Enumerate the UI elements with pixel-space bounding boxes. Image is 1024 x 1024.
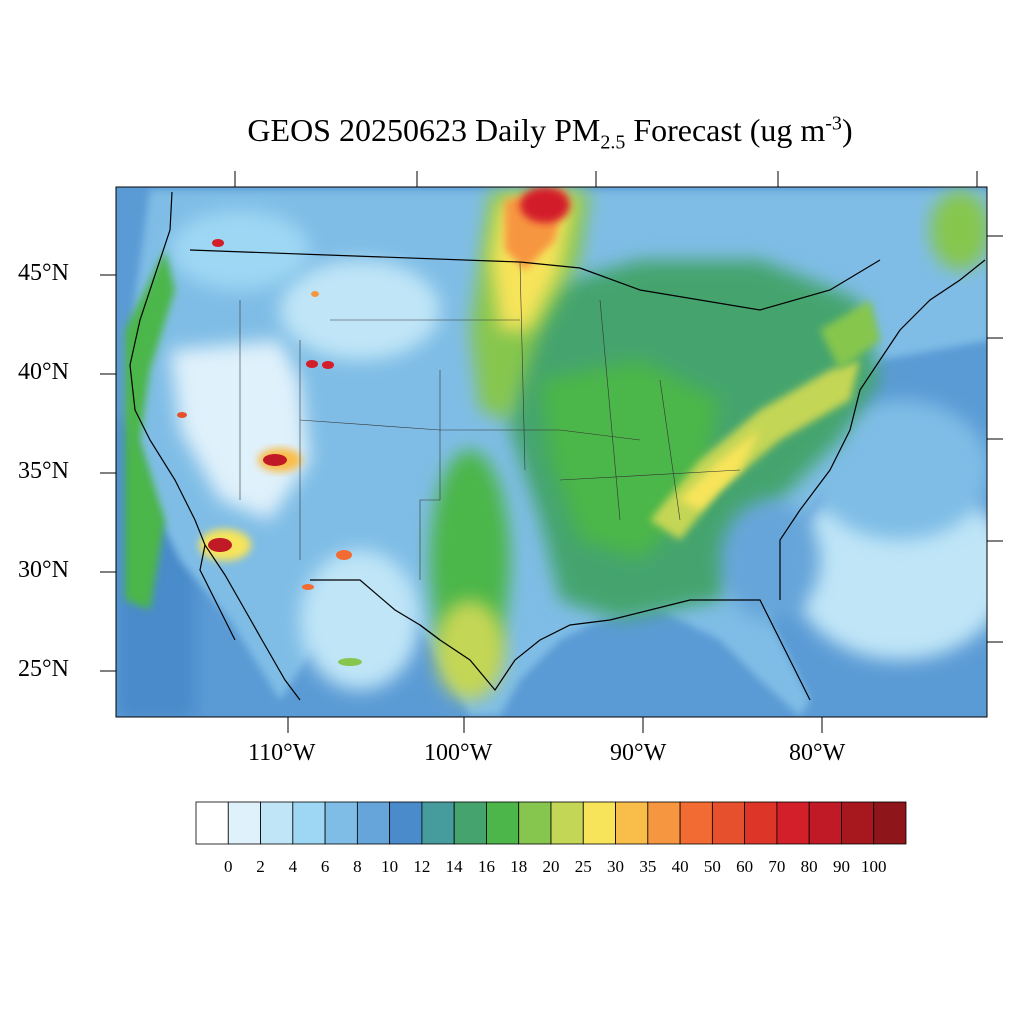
colorbar-label-6: 6 [320,857,330,876]
colorbar-label-35: 35 [639,857,657,876]
colorbar-label-14: 14 [445,857,463,876]
colorbar-label-90: 90 [832,857,850,876]
colorbar-label-80: 80 [800,857,818,876]
colorbar-label-18: 18 [510,857,528,876]
colorbar-swatch-12 [582,801,616,845]
smoke-plume-core [520,187,570,223]
colorbar-swatch-21 [873,801,907,845]
colorbar-swatch-6 [389,801,423,845]
atlantic-mid-area [810,400,987,540]
lat-label-35: 35°N [18,458,69,484]
northeast-band [820,300,880,370]
lon-label-80: 80°W [789,740,846,766]
hotspot-arizona-core [263,454,287,466]
state-line-e [299,419,641,441]
colorbar-label-40: 40 [671,857,689,876]
colorbar-label-20: 20 [542,857,560,876]
hotspot-idaho [311,291,319,297]
colorbar-label-0: 0 [224,857,233,876]
state-line-a [519,261,526,471]
hotspot-baja-core [208,538,232,552]
colorbar-swatch-10 [518,801,552,845]
pacific-northwest-area [170,210,310,290]
canada-border-east [579,259,881,311]
hotspot-washington [212,239,224,247]
hotspot-chihuahua [336,550,352,560]
coastlines [129,191,986,701]
atlantic-coastline [779,259,986,600]
northern-rockies-area [280,260,440,360]
colorbar-swatch-3 [292,801,326,845]
colorbar-label-25: 25 [574,857,592,876]
map-title: GEOS 20250623 Daily PM2.5 Forecast (ug m… [0,112,1024,154]
colorbar [195,801,907,845]
west-coast-band [125,250,175,610]
colorbar-swatch-13 [615,801,649,845]
pacific-coastline [129,191,301,701]
title-suffix: ) [841,112,853,148]
colorbar-label-8: 8 [353,857,362,876]
hotspot-utah-b [322,361,334,369]
map-frame [115,186,988,718]
mexico-border [310,579,441,641]
colorbar-label-60: 60 [736,857,754,876]
hotspot-sonora [302,584,314,590]
colorbar-swatch-7 [421,801,455,845]
maritime-area [930,190,987,270]
hotspot-nevada [177,412,187,418]
colorbar-swatch-17 [744,801,778,845]
colorbar-swatch-0 [195,801,229,845]
fire-hotspots [177,239,362,666]
title-middle: Forecast (ug m [625,112,826,148]
map-field [116,187,987,717]
gulf-coastline [419,599,811,701]
colorbar-swatch-4 [324,801,358,845]
colorbar-swatch-1 [227,801,261,845]
tick-marks [100,171,1003,733]
colorbar-label-50: 50 [703,857,721,876]
mexico-plateau-area [300,550,420,690]
state-line-g [599,299,621,521]
hotspot-mexico-south [338,658,362,666]
state-borders [239,261,741,580]
colorbar-swatch-8 [453,801,487,845]
colorbar-swatch-19 [808,801,842,845]
colorbar-label-70: 70 [768,857,786,876]
lat-label-45: 45°N [18,260,69,286]
colorbar-swatch-20 [841,801,875,845]
lat-label-30: 30°N [18,557,69,583]
colorbar-swatch-5 [356,801,391,845]
colorbar-swatch-9 [486,801,520,845]
southeast-area [720,500,820,620]
colorbar-label-12: 12 [413,857,431,876]
colorbar-swatch-11 [550,801,584,845]
hotspot-utah-a [306,360,318,368]
colorbar-label-100: 100 [860,857,887,876]
state-line-h [659,379,681,521]
colorbar-swatch-2 [260,801,294,845]
colorbar-swatch-16 [711,801,746,845]
lon-label-110: 110°W [248,740,316,766]
south-texas-area [435,600,505,700]
title-superscript: -3 [825,112,842,135]
title-subscript: 2.5 [600,131,626,154]
appalachian-core [680,430,760,510]
lon-label-100: 100°W [424,740,493,766]
colorbar-swatch-14 [647,801,681,845]
colorbar-label-30: 30 [607,857,625,876]
colorbar-label-16: 16 [477,857,495,876]
title-prefix: GEOS 20250623 Daily PM [247,112,601,148]
baja-coastline [199,544,236,641]
lon-label-90: 90°W [610,740,667,766]
state-line-b [419,370,441,580]
colorbar-swatch-15 [679,801,713,845]
state-line-i [559,469,741,481]
colorbar-swatch-18 [776,801,810,845]
colorbar-label-10: 10 [381,857,399,876]
colorbar-label-4: 4 [288,857,298,876]
lat-label-40: 40°N [18,359,69,385]
colorbar-label-2: 2 [256,857,265,876]
lat-label-25: 25°N [18,656,69,682]
